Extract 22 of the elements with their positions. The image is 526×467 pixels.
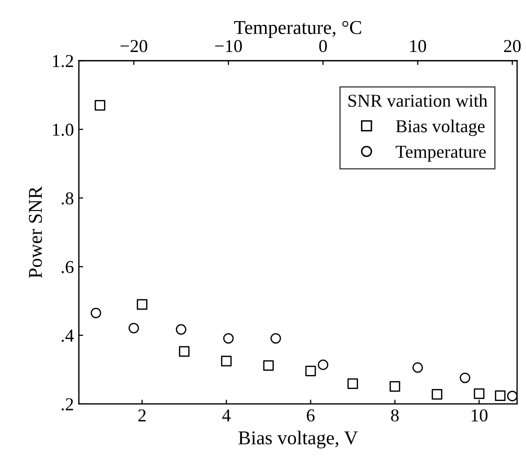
x2-tick-label: 0 [319,40,327,52]
legend-title: SNR variation with [348,94,488,107]
y-axis-title: Power SNR [28,186,42,278]
x-tick-label: 4 [222,409,231,422]
x2-axis-title: Temperature, °C [234,20,362,38]
x-tick-label: 2 [138,409,146,422]
x2-tick-label: 10 [410,40,426,52]
y-tick-label: 1.0 [53,124,74,136]
x2-tick-label: −10 [215,40,242,52]
x-tick-label: 10 [472,409,488,422]
legend-label: Temperature [396,146,486,162]
x-tick-label: 8 [391,409,399,422]
y-tick-label: .6 [62,260,74,274]
x2-tick-label: 20 [504,40,521,52]
y-tick-label: 1.2 [53,55,74,68]
legend-label: Bias voltage [396,120,485,136]
x-tick-label: 6 [306,409,315,422]
y-tick-label: .4 [62,330,74,342]
y-tick-label: .8 [62,192,74,205]
x-axis-title: Bias voltage, V [238,430,358,448]
y-tick-label: .2 [62,398,74,410]
x2-tick-label: −20 [120,40,148,52]
